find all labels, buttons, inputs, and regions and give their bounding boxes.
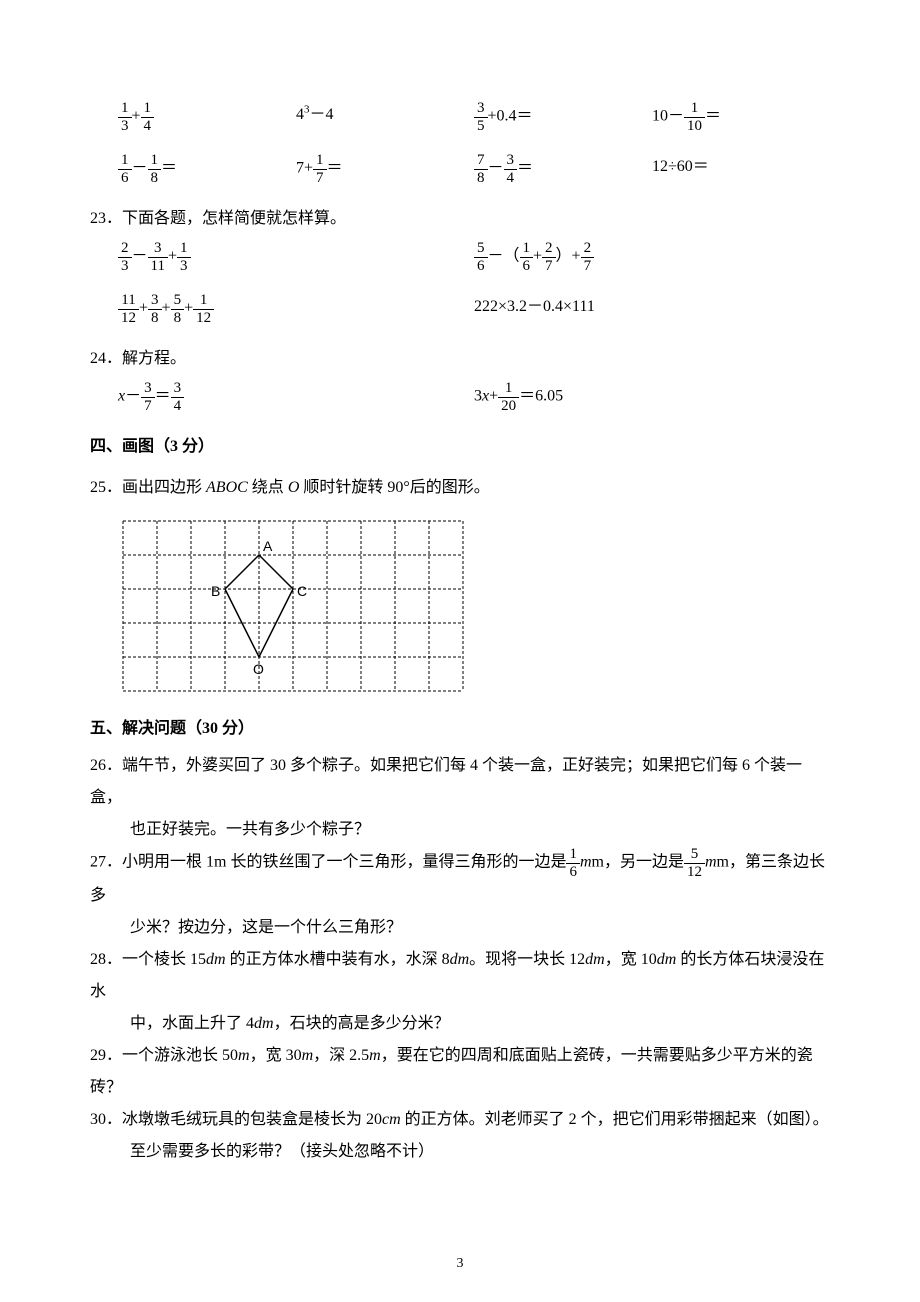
q30-line2: 至少需要多长的彩带？（接头处忽略不计）: [90, 1136, 830, 1168]
calc-cell: 16－18＝: [118, 152, 296, 186]
q28-line2: 中，水面上升了 4dm，石块的高是多少分米？: [90, 1008, 830, 1040]
calc-cell: 78－34＝: [474, 152, 652, 186]
q26-line2: 也正好装完。一共有多少个粽子？: [90, 814, 830, 846]
q27-line1: 27．小明用一根 1m 长的铁丝围了一个三角形，量得三角形的一边是16mm，另一…: [90, 846, 830, 912]
q28-line1: 28．一个棱长 15dm 的正方体水槽中装有水，水深 8dm。现将一块长 12d…: [90, 944, 830, 1008]
q26-line1: 26．端午节，外婆买回了 30 多个粽子。如果把它们每 4 个装一盒，正好装完；…: [90, 750, 830, 814]
q23-expr: 56－（16+27）+27: [474, 240, 830, 274]
q27-line2: 少米？按边分，这是一个什么三角形？: [90, 912, 830, 944]
calc-cell: 13+14: [118, 100, 296, 134]
q29-line: 29．一个游泳池长 50m，宽 30m，深 2.5m，要在它的四周和底面贴上瓷砖…: [90, 1040, 830, 1104]
q23-row2: 1112+38+58+112 222×3.2－0.4×111: [90, 292, 830, 326]
calc-cell: 43－4: [296, 100, 474, 134]
q24-eq1: x－37＝34: [118, 380, 474, 414]
page-number: 3: [0, 1256, 920, 1272]
grid-label-b: B: [211, 583, 220, 599]
calc-grid-row1: 13+14 43－4 35+0.4＝ 10－110＝: [90, 100, 830, 134]
q24-title: 24．解方程。: [90, 344, 830, 368]
section-5-title: 五、解决问题（30 分）: [90, 714, 830, 738]
section-4-title: 四、画图（3 分）: [90, 432, 830, 456]
calc-cell: 35+0.4＝: [474, 100, 652, 134]
calc-text: －4: [310, 106, 334, 123]
q23-expr: 23－311+13: [118, 240, 474, 274]
q23-row1: 23－311+13 56－（16+27）+27: [90, 240, 830, 274]
q30-line1: 30．冰墩墩毛绒玩具的包装盒是棱长为 20cm 的正方体。刘老师买了 2 个，把…: [90, 1104, 830, 1136]
calc-cell: 7+17＝: [296, 152, 474, 186]
calc-cell: 12÷60＝: [652, 152, 830, 186]
grid-label-o: O: [253, 661, 264, 677]
calc-cell: 10－110＝: [652, 100, 830, 134]
q24-eq2: 3x+120＝6.05: [474, 380, 830, 414]
grid-label-a: A: [263, 538, 273, 554]
grid-label-c: C: [297, 583, 307, 599]
q23-title: 23．下面各题，怎样简便就怎样算。: [90, 204, 830, 228]
q23-expr: 1112+38+58+112: [118, 292, 474, 326]
q23-expr: 222×3.2－0.4×111: [474, 292, 830, 326]
q24-row: x－37＝34 3x+120＝6.05: [90, 380, 830, 414]
q25-text: 25．画出四边形 ABOC 绕点 O 顺时针旋转 90°后的图形。: [90, 472, 830, 504]
calc-grid-row2: 16－18＝ 7+17＝ 78－34＝ 12÷60＝: [90, 152, 830, 186]
q25-grid-figure: A B C O: [118, 516, 830, 696]
